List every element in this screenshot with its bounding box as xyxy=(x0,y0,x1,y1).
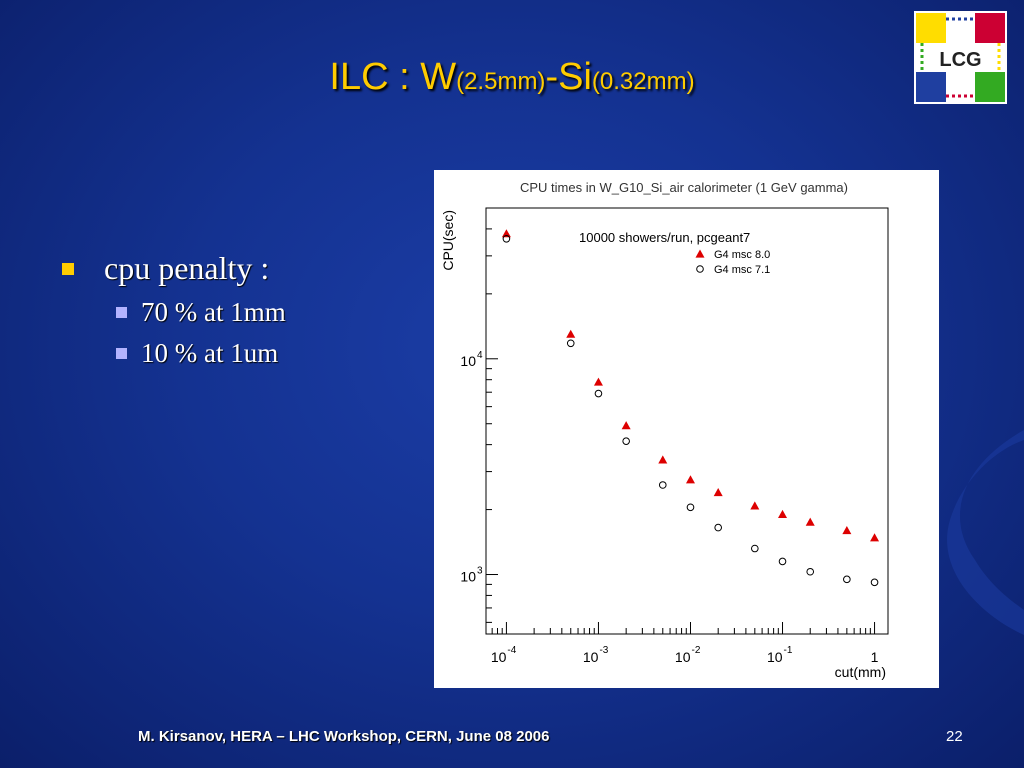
y-tick-base: 10 xyxy=(460,353,476,369)
data-point-triangle xyxy=(750,501,760,510)
data-point-triangle xyxy=(685,475,695,484)
page-number: 22 xyxy=(946,728,963,745)
data-point-triangle xyxy=(870,533,880,542)
x-axis-label: cut(mm) xyxy=(835,664,886,680)
y-tick-base: 10 xyxy=(460,569,476,585)
legend-entry: G4 msc 8.0 xyxy=(695,249,770,261)
data-point-circle xyxy=(502,234,511,243)
data-point-circle xyxy=(566,339,575,348)
x-tick-exponent: -2 xyxy=(691,645,700,656)
bullet-square-icon xyxy=(62,262,74,275)
slide-title: ILC : W(2.5mm)-Si(0.32mm) xyxy=(329,56,695,98)
data-point-circle xyxy=(778,557,787,566)
x-tick-base: 10 xyxy=(583,649,599,665)
data-point-triangle xyxy=(778,509,788,518)
y-tick-exponent: 4 xyxy=(477,350,483,361)
bullet-sub-1: 70 % at 1mm xyxy=(116,297,286,328)
chart-frame: CPU times in W_G10_Si_air calorimeter (1… xyxy=(434,170,939,688)
legend-label: G4 msc 7.1 xyxy=(714,264,770,276)
data-point-triangle xyxy=(842,525,852,535)
data-point-circle xyxy=(751,544,759,553)
bullet-list: cpu penalty : 70 % at 1mm 10 % at 1um xyxy=(62,250,286,369)
data-point-circle xyxy=(686,503,695,512)
sub-bullet-square-icon xyxy=(116,307,127,318)
bullet-sub-2: 10 % at 1um xyxy=(116,338,286,369)
data-point-triangle xyxy=(593,377,603,386)
series-1 xyxy=(501,229,880,542)
x-tick-exponent: -4 xyxy=(507,645,516,656)
background-swoosh xyxy=(947,430,1024,635)
plot-area xyxy=(485,207,889,635)
chart-marks xyxy=(501,229,880,587)
y-tick-exponent: 3 xyxy=(477,566,483,577)
chart-legend: G4 msc 8.0 G4 msc 7.1 xyxy=(695,249,770,276)
legend-entry: G4 msc 7.1 xyxy=(696,264,770,276)
data-point-circle xyxy=(696,265,704,273)
x-tick-base: 10 xyxy=(491,649,507,665)
x-tick-label: 10 -3 xyxy=(583,645,609,665)
data-point-circle xyxy=(594,389,603,398)
x-tick-base: 10 xyxy=(767,649,783,665)
chart-annotation: 10000 showers/run, pcgeant7 xyxy=(579,230,750,245)
legend-label: G4 msc 8.0 xyxy=(714,249,770,261)
data-point-triangle xyxy=(566,329,576,338)
chart-title: CPU times in W_G10_Si_air calorimeter (1… xyxy=(520,180,848,195)
x-tick-base: 10 xyxy=(675,649,691,665)
data-point-triangle xyxy=(695,249,705,258)
bullet-main: cpu penalty : xyxy=(62,250,286,287)
y-tick-label: 10 3 xyxy=(460,566,483,585)
cpu-time-chart: CPU times in W_G10_Si_air calorimeter (1… xyxy=(440,180,889,680)
data-point-triangle xyxy=(713,487,723,497)
svg-text:LCG: LCG xyxy=(939,49,981,71)
data-point-circle xyxy=(622,437,630,445)
data-point-circle xyxy=(714,523,722,532)
data-point-triangle xyxy=(658,455,668,464)
x-tick-exponent: -1 xyxy=(784,645,793,656)
sub-bullet-square-icon xyxy=(116,348,127,359)
slide-footer: M. Kirsanov, HERA – LHC Workshop, CERN, … xyxy=(138,728,550,745)
lcg-logo: LCG xyxy=(914,11,1007,104)
data-point-triangle xyxy=(501,229,511,238)
y-axis-label: CPU(sec) xyxy=(440,210,456,271)
x-tick-exponent: -3 xyxy=(599,645,608,656)
data-point-triangle xyxy=(621,421,631,430)
data-point-circle xyxy=(658,481,667,489)
x-tick-label: 10 -2 xyxy=(675,645,701,665)
data-point-circle xyxy=(843,575,851,584)
data-point-triangle xyxy=(805,517,815,526)
series-2 xyxy=(502,234,879,587)
data-point-circle xyxy=(806,567,815,576)
x-tick-base: 1 xyxy=(871,649,879,665)
x-tick-label: 1 xyxy=(871,649,879,665)
y-tick-label: 10 4 xyxy=(460,350,483,369)
x-tick-label: 10 -1 xyxy=(767,645,793,665)
data-point-circle xyxy=(870,578,879,587)
x-tick-label: 10 -4 xyxy=(491,645,517,665)
